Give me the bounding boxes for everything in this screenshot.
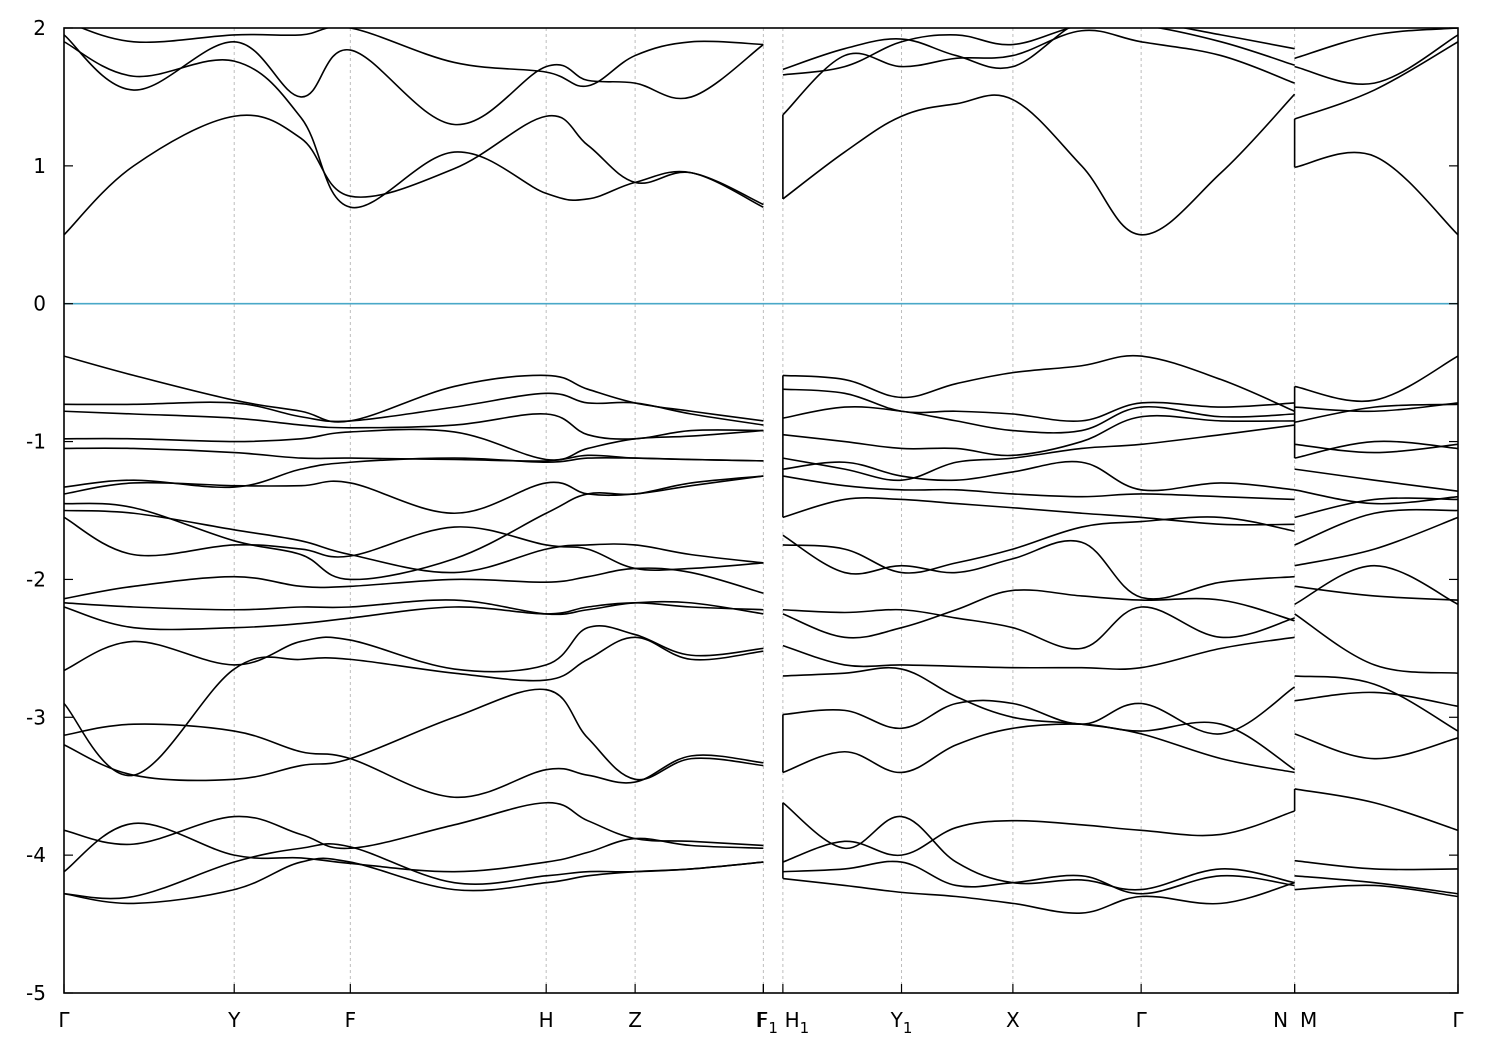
y-tick-label: 2 <box>33 16 46 40</box>
band-line <box>64 42 763 208</box>
band-line <box>1295 152 1458 234</box>
kpoint-label: X <box>1006 1008 1020 1032</box>
band-line <box>1295 517 1458 565</box>
band-line <box>64 448 763 461</box>
band-line <box>1295 498 1458 517</box>
band-line <box>783 30 1295 115</box>
band-line <box>783 687 1295 734</box>
y-tick-label: -2 <box>26 567 46 591</box>
band-line <box>64 458 763 488</box>
kpoint-label: Z <box>628 1008 642 1032</box>
grid-layer <box>234 28 1294 993</box>
band-line <box>64 844 763 899</box>
band-line <box>64 823 763 871</box>
y-tick-label: 0 <box>33 292 46 316</box>
band-line <box>64 476 763 513</box>
band-line <box>783 462 1295 491</box>
band-line <box>783 607 1295 649</box>
band-line <box>64 568 763 599</box>
bands-layer <box>64 17 1458 979</box>
band-line <box>1295 441 1458 458</box>
band-line <box>783 535 1295 599</box>
band-line <box>1295 469 1458 491</box>
y-tick-label: 1 <box>33 154 46 178</box>
kpoint-label: Y1 <box>890 1008 913 1037</box>
band-line <box>783 590 1295 638</box>
band-line <box>1295 676 1458 731</box>
y-tick-label: -1 <box>26 430 46 454</box>
kpoint-label: Γ <box>58 1008 70 1032</box>
band-line <box>783 811 1295 862</box>
kpoint-label: H <box>539 1008 554 1032</box>
y-tick-label: -3 <box>26 705 46 729</box>
band-line <box>783 476 1295 499</box>
kpoint-label: M <box>1300 1008 1317 1032</box>
band-line <box>783 407 1295 433</box>
band-line <box>64 689 763 780</box>
band-line <box>783 861 1295 893</box>
kpoint-label: Y <box>227 1008 241 1032</box>
band-line <box>1295 42 1458 119</box>
band-line <box>64 356 763 422</box>
band-line <box>1295 490 1458 504</box>
band-line <box>783 498 1295 525</box>
band-line <box>1295 356 1458 401</box>
band-line <box>783 23 1295 75</box>
band-line <box>783 94 1295 235</box>
kpoint-label: Γ <box>1452 1008 1464 1032</box>
band-line <box>1295 404 1458 422</box>
band-line <box>64 35 763 125</box>
band-line <box>64 858 763 903</box>
band-line <box>783 722 1295 772</box>
band-line <box>64 603 763 630</box>
band-line <box>64 626 763 672</box>
band-line <box>64 511 763 573</box>
band-line <box>1295 35 1458 84</box>
band-line <box>783 637 1295 669</box>
kpoint-label: N <box>1273 1008 1288 1032</box>
band-line <box>1295 789 1458 830</box>
band-line <box>64 393 763 425</box>
band-line <box>64 803 763 849</box>
kpoint-label: F <box>345 1008 357 1032</box>
band-line <box>1295 28 1458 58</box>
band-line <box>1295 861 1458 870</box>
y-tick-label: -4 <box>26 843 46 867</box>
band-line <box>1295 734 1458 759</box>
band-line <box>64 724 763 797</box>
band-line <box>64 411 763 439</box>
band-line <box>1295 692 1458 706</box>
kpoint-label: H1 <box>785 1008 810 1037</box>
band-line <box>783 356 1295 412</box>
band-line <box>64 429 763 460</box>
y-tick-label: -5 <box>26 981 46 1005</box>
band-line <box>1295 614 1458 673</box>
kpoint-label: F1 <box>757 1008 778 1037</box>
band-line <box>64 517 763 570</box>
band-line <box>64 637 763 775</box>
band-line <box>783 668 1295 773</box>
band-line <box>783 879 1295 914</box>
band-line <box>783 517 1295 573</box>
kpoint-label: Γ <box>1136 1008 1148 1032</box>
band-line <box>64 600 763 614</box>
